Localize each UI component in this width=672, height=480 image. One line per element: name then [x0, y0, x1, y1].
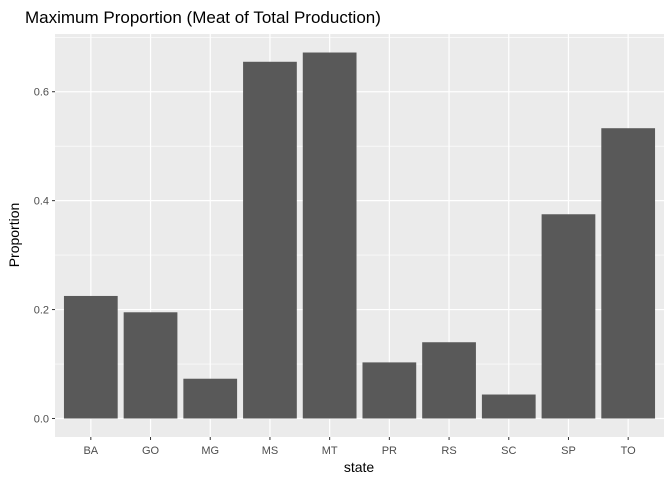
bar-pr [362, 362, 417, 419]
x-tick-label: RS [441, 445, 456, 457]
y-tick-label: 0.6 [34, 87, 49, 99]
x-tick-label: PR [382, 445, 397, 457]
x-tick-label: GO [142, 445, 160, 457]
x-axis-title: state [344, 459, 375, 475]
x-tick-label: MS [262, 445, 279, 457]
y-tick-label: 0.0 [34, 413, 49, 425]
bar-to [601, 128, 656, 419]
x-tick-label: TO [621, 445, 637, 457]
y-tick-label: 0.2 [34, 305, 49, 317]
bar-ba [63, 295, 118, 419]
bar-ms [243, 61, 297, 419]
x-tick-label: MT [322, 445, 338, 457]
x-axis: BA GO MG MS MT PR RS SC SP TO [83, 437, 636, 457]
bar-sc [481, 394, 536, 419]
bars [63, 52, 656, 419]
bar-rs [422, 342, 476, 419]
bar-mt [302, 52, 357, 419]
chart-title: Maximum Proportion (Meat of Total Produc… [25, 8, 381, 27]
y-axis: 0.0 0.2 0.4 0.6 [34, 87, 55, 425]
x-tick-label: MG [201, 445, 219, 457]
x-tick-label: SP [561, 445, 576, 457]
x-tick-label: BA [83, 445, 98, 457]
bar-sp [541, 214, 596, 419]
x-tick-label: SC [501, 445, 516, 457]
bar-mg [183, 378, 238, 419]
y-axis-title: Proportion [6, 203, 22, 268]
bar-go [123, 312, 178, 419]
y-tick-label: 0.4 [34, 196, 49, 208]
